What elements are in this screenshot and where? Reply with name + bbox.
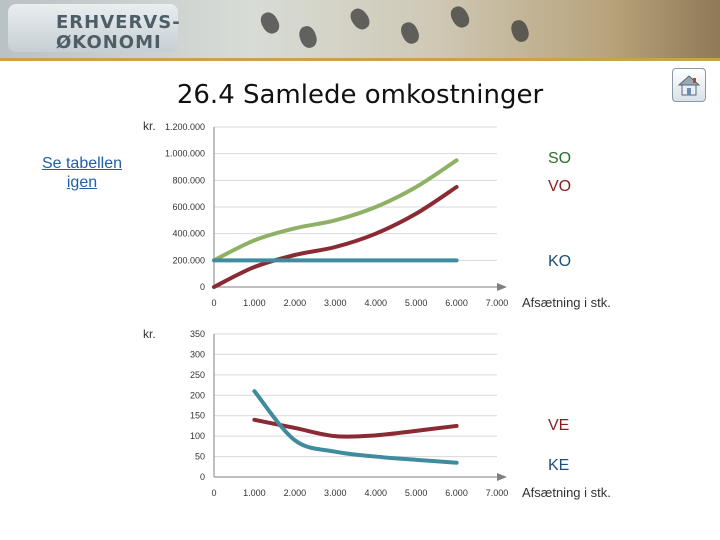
footprint-icon (508, 17, 532, 45)
chart1-xtick-label: 5.000 (405, 298, 428, 308)
chart2-ytick-label: 250 (190, 370, 205, 380)
chart2-ytick-label: 150 (190, 411, 205, 421)
logo-line-2: ØKONOMI (56, 32, 162, 53)
chart2-xtick-label: 6.000 (445, 488, 468, 498)
chart2-ytick-label: 0 (200, 472, 205, 482)
chart2-ytick-label: 100 (190, 431, 205, 441)
chart1-ytick-label: 600.000 (172, 202, 205, 212)
chart2-ytick-label: 300 (190, 349, 205, 359)
home-button[interactable] (672, 68, 706, 102)
chart2-xtick-label: 3.000 (324, 488, 347, 498)
chart1-ytick-label: 1.200.000 (165, 122, 205, 132)
series-line-vo (212, 185, 459, 289)
chart1-xtick-label: 0 (211, 298, 216, 308)
chart1-ytick-label: 400.000 (172, 229, 205, 239)
chart1-xtick-label: 2.000 (284, 298, 307, 308)
legend-ke: KE (548, 457, 570, 474)
chart1-x-axis-arrow (497, 283, 507, 291)
chart2-xtick-label: 5.000 (405, 488, 428, 498)
see-table-again-link[interactable]: Se tabellen igen (41, 155, 123, 191)
chart1-xtick-label: 7.000 (486, 298, 509, 308)
slide-title: 26.4 Samlede omkostninger (176, 80, 544, 110)
series-line-so (212, 158, 459, 263)
chart2-ytick-label: 350 (190, 329, 205, 339)
chart2-xlabel: Afsætning i stk. (522, 485, 611, 500)
home-icon (677, 75, 701, 96)
legend-ve: VE (548, 417, 570, 434)
chart1-xtick-label: 6.000 (445, 298, 468, 308)
chart1-ytick-label: 0 (200, 282, 205, 292)
chart1-xtick-label: 3.000 (324, 298, 347, 308)
footprint-icon (347, 5, 373, 33)
chart1-ytick-label: 200.000 (172, 255, 205, 265)
series-line-ve (252, 417, 459, 439)
chart1-xtick-label: 4.000 (364, 298, 387, 308)
chart1-xlabel: Afsætning i stk. (522, 295, 611, 310)
legend-so: SO (548, 150, 572, 167)
logo: ERHVERVS- ØKONOMI (8, 4, 181, 53)
chart2-ytick-label: 200 (190, 390, 205, 400)
chart2-xtick-label: 4.000 (364, 488, 387, 498)
chart1-ylabel: kr. (143, 119, 156, 133)
chart2-ylabel: kr. (143, 327, 156, 341)
chart1-ytick-label: 800.000 (172, 175, 205, 185)
footprint-icon (398, 19, 422, 47)
legend-ko: KO (548, 253, 572, 270)
chart2-xtick-label: 1.000 (243, 488, 266, 498)
footprint-icon (447, 3, 473, 31)
chart2-x-axis-arrow (497, 473, 507, 481)
chart2-xtick-label: 0 (211, 488, 216, 498)
logo-line-1: ERHVERVS- (56, 12, 181, 33)
chart1-xtick-label: 1.000 (243, 298, 266, 308)
footprint-icon (257, 9, 283, 37)
chart2-xtick-label: 2.000 (284, 488, 307, 498)
chart2-xtick-label: 7.000 (486, 488, 509, 498)
header-banner: ERHVERVS- ØKONOMI (0, 0, 720, 61)
series-line-ke (252, 389, 459, 465)
legend-vo: VO (548, 178, 572, 195)
chart1-ytick-label: 1.000.000 (165, 149, 205, 159)
chart2-ytick-label: 50 (195, 452, 205, 462)
footprint-icon (296, 23, 320, 51)
